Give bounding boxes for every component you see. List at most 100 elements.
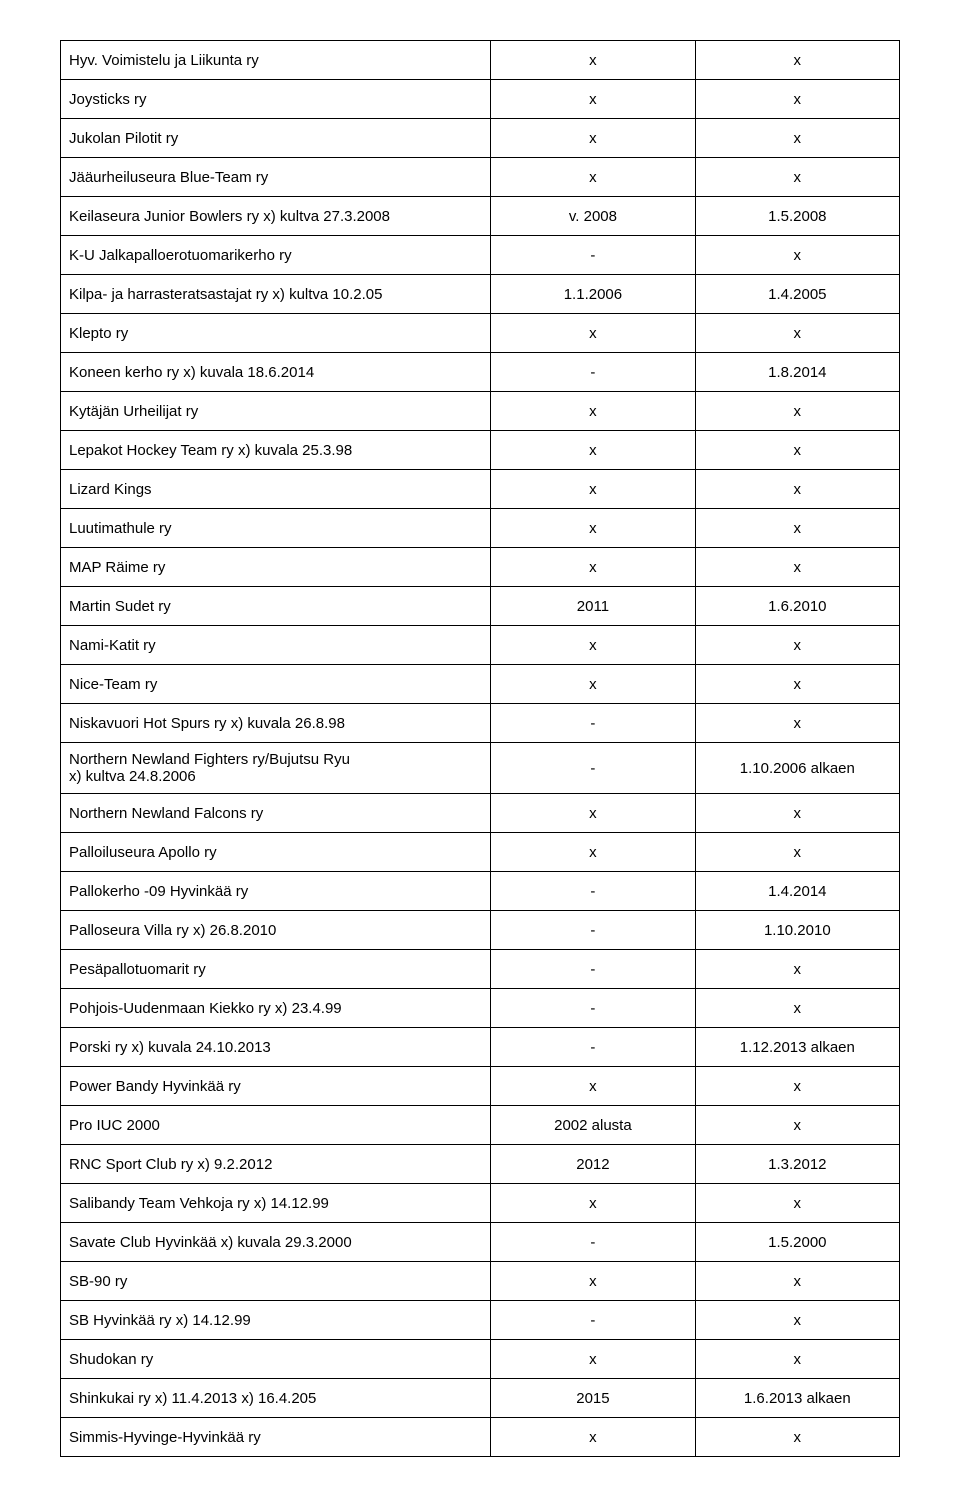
cell-name-text-line2: x) kultva 24.8.2006 bbox=[69, 768, 484, 785]
cell-col-b: x bbox=[695, 314, 899, 353]
cell-name: Lepakot Hockey Team ry x) kuvala 25.3.98 bbox=[61, 431, 491, 470]
cell-name: Lizard Kings bbox=[61, 470, 491, 509]
table-row: Joysticks ryxx bbox=[61, 80, 900, 119]
cell-col-a: 2002 alusta bbox=[491, 1106, 695, 1145]
table-row: Savate Club Hyvinkää x) kuvala 29.3.2000… bbox=[61, 1223, 900, 1262]
cell-name: Savate Club Hyvinkää x) kuvala 29.3.2000 bbox=[61, 1223, 491, 1262]
cell-col-a: - bbox=[491, 911, 695, 950]
table-row: Niskavuori Hot Spurs ry x) kuvala 26.8.9… bbox=[61, 704, 900, 743]
cell-col-a: 2015 bbox=[491, 1379, 695, 1418]
cell-col-b: x bbox=[695, 236, 899, 275]
table-row: Luutimathule ryxx bbox=[61, 509, 900, 548]
cell-name: Pro IUC 2000 bbox=[61, 1106, 491, 1145]
table-row: Nice-Team ryxx bbox=[61, 665, 900, 704]
cell-name-text: Power Bandy Hyvinkää ry bbox=[69, 1078, 484, 1095]
table-row: Lepakot Hockey Team ry x) kuvala 25.3.98… bbox=[61, 431, 900, 470]
cell-col-b: x bbox=[695, 794, 899, 833]
table-row: Palloiluseura Apollo ryxx bbox=[61, 833, 900, 872]
cell-name: RNC Sport Club ry x) 9.2.2012 bbox=[61, 1145, 491, 1184]
table-row: Koneen kerho ry x) kuvala 18.6.2014-1.8.… bbox=[61, 353, 900, 392]
cell-col-b: 1.4.2005 bbox=[695, 275, 899, 314]
cell-col-b: x bbox=[695, 1106, 899, 1145]
cell-col-a: x bbox=[491, 548, 695, 587]
cell-name: Salibandy Team Vehkoja ry x) 14.12.99 bbox=[61, 1184, 491, 1223]
cell-name: Nami-Katit ry bbox=[61, 626, 491, 665]
cell-name: Power Bandy Hyvinkää ry bbox=[61, 1067, 491, 1106]
cell-col-b: 1.5.2008 bbox=[695, 197, 899, 236]
table-row: SB Hyvinkää ry x) 14.12.99-x bbox=[61, 1301, 900, 1340]
cell-col-a: x bbox=[491, 509, 695, 548]
cell-name-text: Shinkukai ry x) 11.4.2013 x) 16.4.205 bbox=[69, 1390, 484, 1407]
cell-col-a: 1.1.2006 bbox=[491, 275, 695, 314]
data-table: Hyv. Voimistelu ja Liikunta ryxxJoystick… bbox=[60, 40, 900, 1457]
cell-name-text: Savate Club Hyvinkää x) kuvala 29.3.2000 bbox=[69, 1234, 484, 1251]
cell-col-a: x bbox=[491, 158, 695, 197]
cell-col-b: x bbox=[695, 1067, 899, 1106]
cell-col-b: x bbox=[695, 470, 899, 509]
table-row: Jukolan Pilotit ryxx bbox=[61, 119, 900, 158]
cell-name-text: Joysticks ry bbox=[69, 91, 484, 108]
table-row: Martin Sudet ry20111.6.2010 bbox=[61, 587, 900, 626]
cell-col-a: x bbox=[491, 431, 695, 470]
cell-name: Niskavuori Hot Spurs ry x) kuvala 26.8.9… bbox=[61, 704, 491, 743]
cell-name: Shudokan ry bbox=[61, 1340, 491, 1379]
table-row: Shudokan ryxx bbox=[61, 1340, 900, 1379]
cell-name: Kilpa- ja harrasteratsastajat ry x) kult… bbox=[61, 275, 491, 314]
cell-col-a: 2012 bbox=[491, 1145, 695, 1184]
cell-col-a: - bbox=[491, 1028, 695, 1067]
cell-name-text: Pro IUC 2000 bbox=[69, 1117, 484, 1134]
cell-col-b: x bbox=[695, 1340, 899, 1379]
table-row: Porski ry x) kuvala 24.10.2013-1.12.2013… bbox=[61, 1028, 900, 1067]
table-row: Nami-Katit ryxx bbox=[61, 626, 900, 665]
table-row: Pohjois-Uudenmaan Kiekko ry x) 23.4.99-x bbox=[61, 989, 900, 1028]
table-row: Northern Newland Falcons ry xx bbox=[61, 794, 900, 833]
table-row: Jääurheiluseura Blue-Team ryxx bbox=[61, 158, 900, 197]
table-row: Salibandy Team Vehkoja ry x) 14.12.99xx bbox=[61, 1184, 900, 1223]
table-row: Keilaseura Junior Bowlers ry x) kultva 2… bbox=[61, 197, 900, 236]
cell-col-b: x bbox=[695, 665, 899, 704]
cell-col-a: - bbox=[491, 950, 695, 989]
table-row: Kilpa- ja harrasteratsastajat ry x) kult… bbox=[61, 275, 900, 314]
cell-col-a: x bbox=[491, 314, 695, 353]
table-row: Palloseura Villa ry x) 26.8.2010-1.10.20… bbox=[61, 911, 900, 950]
cell-name: Palloseura Villa ry x) 26.8.2010 bbox=[61, 911, 491, 950]
cell-name: SB-90 ry bbox=[61, 1262, 491, 1301]
cell-col-b: x bbox=[695, 548, 899, 587]
table-row: Shinkukai ry x) 11.4.2013 x) 16.4.205 201… bbox=[61, 1379, 900, 1418]
table-row: Pesäpallotuomarit ry-x bbox=[61, 950, 900, 989]
cell-name-text: MAP Räime ry bbox=[69, 559, 484, 576]
cell-name-text: Kytäjän Urheilijat ry bbox=[69, 403, 484, 420]
cell-name-text: Pohjois-Uudenmaan Kiekko ry x) 23.4.99 bbox=[69, 1000, 484, 1017]
cell-name-text: Northern Newland Falcons ry bbox=[69, 805, 484, 822]
cell-name-text: Nami-Katit ry bbox=[69, 637, 484, 654]
cell-name: Shinkukai ry x) 11.4.2013 x) 16.4.205 bbox=[61, 1379, 491, 1418]
cell-col-b: x bbox=[695, 1301, 899, 1340]
table-row: SB-90 ryxx bbox=[61, 1262, 900, 1301]
cell-col-b: x bbox=[695, 989, 899, 1028]
cell-name-text: Niskavuori Hot Spurs ry x) kuvala 26.8.9… bbox=[69, 715, 484, 732]
cell-col-b: x bbox=[695, 119, 899, 158]
cell-name-text: Kilpa- ja harrasteratsastajat ry x) kult… bbox=[69, 286, 484, 303]
cell-col-b: 1.8.2014 bbox=[695, 353, 899, 392]
cell-name-text: Martin Sudet ry bbox=[69, 598, 484, 615]
cell-col-a: x bbox=[491, 794, 695, 833]
table-row: Northern Newland Fighters ry/Bujutsu Ryu… bbox=[61, 743, 900, 794]
cell-col-b: x bbox=[695, 626, 899, 665]
table-body: Hyv. Voimistelu ja Liikunta ryxxJoystick… bbox=[61, 41, 900, 1457]
cell-name: Pallokerho -09 Hyvinkää ry bbox=[61, 872, 491, 911]
cell-col-a: - bbox=[491, 704, 695, 743]
cell-name: Pesäpallotuomarit ry bbox=[61, 950, 491, 989]
cell-name: Kytäjän Urheilijat ry bbox=[61, 392, 491, 431]
cell-name: Northern Newland Fighters ry/Bujutsu Ryu… bbox=[61, 743, 491, 794]
cell-name: Palloiluseura Apollo ry bbox=[61, 833, 491, 872]
cell-col-b: x bbox=[695, 1262, 899, 1301]
cell-name: Joysticks ry bbox=[61, 80, 491, 119]
table-row: Kytäjän Urheilijat ryxx bbox=[61, 392, 900, 431]
cell-col-a: x bbox=[491, 1067, 695, 1106]
cell-name-text: K-U Jalkapalloerotuomarikerho ry bbox=[69, 247, 484, 264]
cell-col-b: 1.10.2006 alkaen bbox=[695, 743, 899, 794]
table-row: Power Bandy Hyvinkää ry xx bbox=[61, 1067, 900, 1106]
cell-col-b: x bbox=[695, 1418, 899, 1457]
cell-name: Porski ry x) kuvala 24.10.2013 bbox=[61, 1028, 491, 1067]
cell-col-a: v. 2008 bbox=[491, 197, 695, 236]
